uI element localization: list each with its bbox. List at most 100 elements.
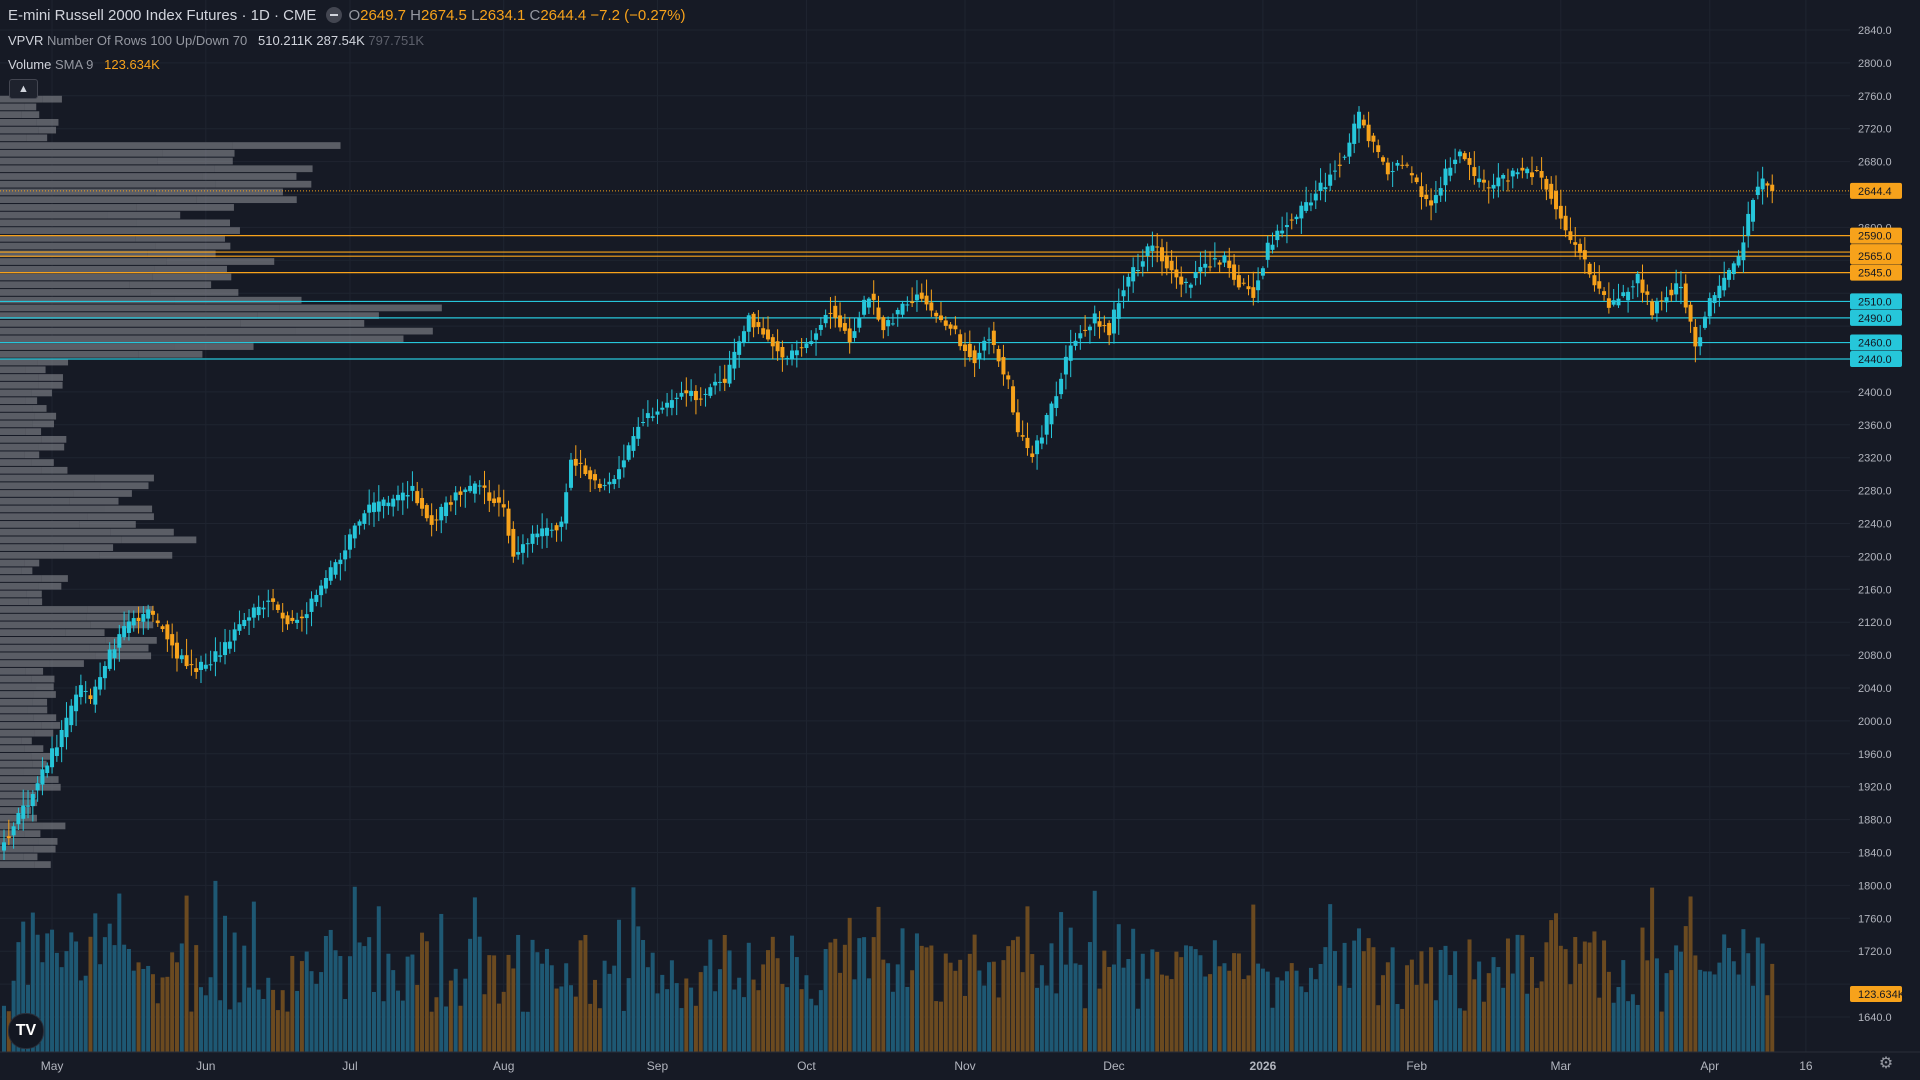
profile-bar-up <box>0 420 33 428</box>
volume-bar <box>809 998 814 1052</box>
candle-body <box>967 343 972 358</box>
volume-bar <box>1308 967 1313 1052</box>
candle-body <box>492 498 497 504</box>
volume-bar <box>751 979 756 1052</box>
tradingview-logo[interactable]: TV <box>8 1013 44 1049</box>
candle-body <box>1611 300 1616 305</box>
candle-body <box>1299 205 1304 219</box>
candle-body <box>1698 337 1703 347</box>
candle-body <box>1102 325 1107 327</box>
level-price-tag-bg <box>1850 309 1902 326</box>
profile-bar-up <box>0 675 32 683</box>
volume-bar <box>362 946 367 1052</box>
vpvr-legend[interactable]: VPVR Number Of Rows 100 Up/Down 70 510.2… <box>8 33 424 48</box>
volume-bar <box>1731 961 1736 1052</box>
profile-bar-down <box>129 281 212 289</box>
candle-body <box>1515 172 1520 175</box>
candle-body <box>679 392 684 397</box>
candle-body <box>290 617 295 621</box>
candle-body <box>50 748 55 768</box>
candle-body <box>761 328 766 335</box>
volume-name[interactable]: Volume <box>8 57 52 72</box>
volume-bar <box>487 955 492 1052</box>
candle-body <box>1582 250 1587 260</box>
volume-bar <box>69 932 74 1052</box>
profile-bar-up <box>0 142 233 149</box>
volume-bar <box>1707 971 1712 1052</box>
volume-bar <box>641 939 646 1052</box>
candle-body <box>1462 153 1467 160</box>
volume-bar <box>1433 1000 1438 1052</box>
volume-bar <box>1039 965 1044 1052</box>
volume-bar <box>1275 977 1280 1052</box>
candle-body <box>722 378 727 383</box>
profile-bar-down <box>33 714 57 722</box>
volume-bar <box>919 945 924 1052</box>
level-price-tag-bg <box>1850 227 1902 244</box>
candle-body <box>1702 316 1707 328</box>
volume-bar <box>2 1005 6 1052</box>
volume-bar <box>1150 949 1155 1052</box>
volume-bar <box>1260 968 1265 1052</box>
candle-body <box>972 350 977 364</box>
vpvr-up-volume: 510.211K <box>258 33 313 48</box>
collapse-legend-button[interactable]: ▲ <box>9 79 38 99</box>
volume-legend[interactable]: Volume SMA 9 123.634K <box>8 57 160 72</box>
volume-bar <box>1650 887 1655 1052</box>
candle-body <box>112 649 117 659</box>
candle-body <box>11 826 16 836</box>
volume-bar <box>1054 993 1059 1052</box>
candle-body <box>1635 273 1640 284</box>
volume-bar <box>756 990 761 1052</box>
level-price-tag: 2565.0 <box>1858 251 1892 263</box>
candle-body <box>1674 283 1679 295</box>
candle-body <box>919 292 924 299</box>
candle-body <box>1669 289 1674 296</box>
candle-body <box>1241 282 1246 284</box>
candle-body <box>165 624 170 640</box>
candle-body <box>674 397 679 399</box>
profile-bar-down <box>174 343 254 350</box>
candle-body <box>424 505 429 519</box>
hide-icon[interactable] <box>326 7 343 23</box>
candle-body <box>1525 168 1530 174</box>
volume-bar <box>722 934 727 1052</box>
profile-bar-down <box>38 374 63 381</box>
candle-body <box>814 333 819 340</box>
gear-icon[interactable]: ⚙ <box>1878 1055 1894 1072</box>
profile-bar-down <box>26 134 48 142</box>
volume-bar <box>1111 964 1116 1052</box>
candle-body <box>405 495 410 497</box>
candle-body <box>1510 170 1515 177</box>
volume-bar <box>1107 966 1112 1052</box>
price-tick-label: 2680.0 <box>1858 157 1892 169</box>
volume-bar <box>179 943 184 1052</box>
candle-body <box>1054 396 1059 408</box>
candle-body <box>982 340 987 351</box>
profile-bar-up <box>0 737 22 745</box>
candle-body <box>1193 271 1198 279</box>
candle-body <box>78 685 83 698</box>
volume-bar <box>1491 957 1496 1052</box>
open-value: 2649.7 <box>360 7 406 24</box>
volume-bar <box>1001 960 1006 1052</box>
profile-bar-down <box>295 327 433 335</box>
vpvr-total-volume: 797.751K <box>368 33 425 48</box>
volume-bar <box>347 956 352 1052</box>
candle-body <box>376 501 381 512</box>
volume-bar <box>1371 947 1376 1052</box>
profile-bar-down <box>31 675 55 683</box>
volume-bar <box>1121 967 1126 1052</box>
candle-body <box>938 315 943 321</box>
vpvr-name[interactable]: VPVR <box>8 33 44 48</box>
volume-bar <box>482 994 487 1052</box>
volume-bar <box>1405 965 1410 1052</box>
profile-bar-up <box>0 768 24 776</box>
profile-bar-down <box>135 234 225 242</box>
candle-body <box>852 331 857 338</box>
volume-bar <box>1640 927 1645 1052</box>
candle-body <box>309 598 314 612</box>
symbol-title[interactable]: E-mini Russell 2000 Index Futures · 1D ·… <box>8 7 317 24</box>
vpvr-down-volume: 287.54K <box>316 33 365 48</box>
